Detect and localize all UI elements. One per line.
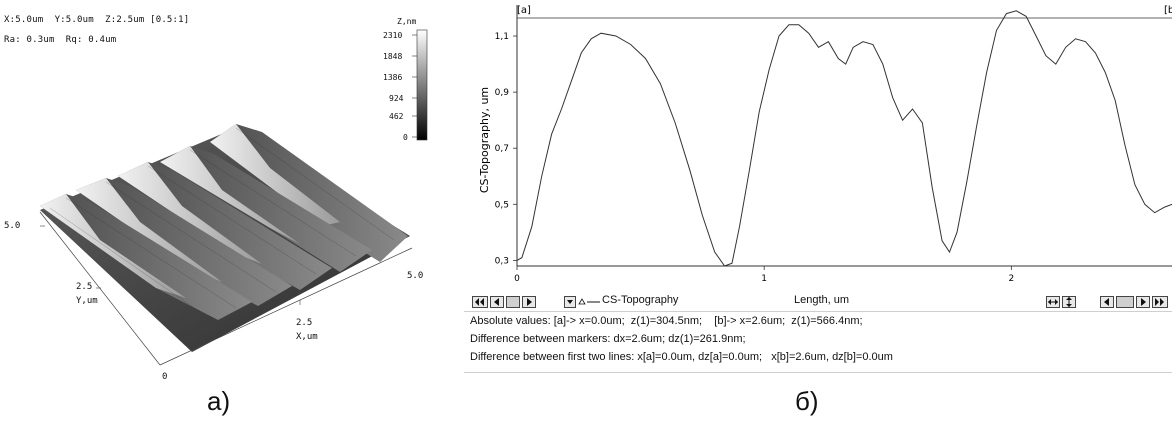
roughness-readout: Ra: 0.3um Rq: 0.4um [4, 35, 117, 45]
marker-a-label[interactable]: [a] [517, 5, 531, 16]
profile-control-bar: CS-Topography Length, um [462, 292, 1172, 312]
y-tick-label: 0,5 [495, 200, 509, 210]
profile-series-line [516, 10, 1172, 267]
profile-panel: 0,3 0,5 0,7 0,9 1,1 0 1 2 [a] [b] CS-Topograph… [462, 0, 1172, 434]
colorbar-tick-label: 0 [403, 133, 408, 142]
y-axis-tick-label: 2.5 [76, 282, 93, 292]
caption-a: a) [207, 386, 231, 416]
marker-difference-line: Difference between markers: dx=2.6um; dz… [470, 333, 746, 345]
surface-3d-plot [39, 29, 428, 366]
y-axis-label: Y,um [76, 296, 98, 306]
absolute-values-line: Absolute values: [a]-> x=0.0um; z(1)=304… [470, 315, 863, 327]
fit-height-button[interactable] [1062, 296, 1076, 308]
x-ticks: 0 1 2 [514, 266, 1014, 284]
next-profile-button[interactable] [522, 296, 536, 308]
surface-ridges [40, 124, 408, 320]
surface-axes [39, 211, 413, 366]
profile-chart: 0,3 0,5 0,7 0,9 1,1 0 1 2 [a] [b] CS-Topograph… [462, 0, 1172, 292]
surface-texture [49, 127, 395, 313]
profile-scroll-thumb[interactable] [506, 296, 520, 308]
y-axis-tick-label: 5.0 [4, 221, 21, 231]
origin-label: 0 [162, 372, 168, 382]
y-ticks: 0,3 0,5 0,7 0,9 1,1 [495, 32, 517, 266]
scan-size-readout: X:5.0um Y:5.0um Z:2.5um [0.5:1] [4, 15, 190, 25]
series-legend-swatch [578, 298, 600, 305]
colorbar [416, 29, 428, 141]
horizontal-scroll-thumb[interactable] [1116, 296, 1134, 308]
colorbar-title: Z,nm [397, 17, 417, 26]
y-tick-label: 1,1 [495, 32, 509, 42]
colorbar-ticks [412, 34, 417, 138]
y-axis-label: CS-Topography, um [478, 87, 491, 193]
marker-b-label[interactable]: [b] [1164, 5, 1172, 16]
caption-b: б) [795, 386, 819, 416]
x-axis-tick-label: 2.5 [296, 318, 313, 328]
scroll-left-button[interactable] [1100, 296, 1114, 308]
colorbar-tick-label: 1386 [383, 73, 403, 82]
x-tick-label: 0 [514, 274, 520, 284]
scroll-right-button[interactable] [1136, 296, 1150, 308]
x-axis-tick-label: 5.0 [407, 271, 424, 281]
series-dropdown-button[interactable] [564, 296, 576, 308]
x-axis-label: Length, um [794, 294, 850, 306]
y-tick-label: 0,3 [495, 256, 509, 266]
scroll-end-button[interactable] [1152, 296, 1168, 308]
line-difference-line: Difference between first two lines: x[a]… [470, 351, 893, 363]
colorbar-tick-label: 462 [389, 112, 404, 121]
series-legend-label: CS-Topography [602, 294, 679, 306]
colorbar-tick-label: 924 [389, 94, 404, 103]
y-tick-label: 0,7 [495, 144, 509, 154]
previous-profile-button[interactable] [490, 296, 504, 308]
colorbar-tick-label: 2310 [383, 31, 403, 40]
surface-axis-ticks [40, 225, 301, 305]
colorbar-tick-label: 1848 [383, 52, 403, 61]
fit-width-button[interactable] [1046, 296, 1060, 308]
afm-3d-panel: X:5.0um Y:5.0um Z:2.5um [0.5:1] Ra: 0.3u… [0, 0, 450, 434]
y-tick-label: 0,9 [495, 88, 510, 98]
first-profile-button[interactable] [472, 296, 488, 308]
measurement-info-panel: Absolute values: [a]-> x=0.0um; z(1)=304… [464, 311, 1172, 373]
x-axis-label: X,um [296, 332, 318, 342]
x-tick-label: 2 [1008, 274, 1014, 284]
x-tick-label: 1 [761, 274, 767, 284]
